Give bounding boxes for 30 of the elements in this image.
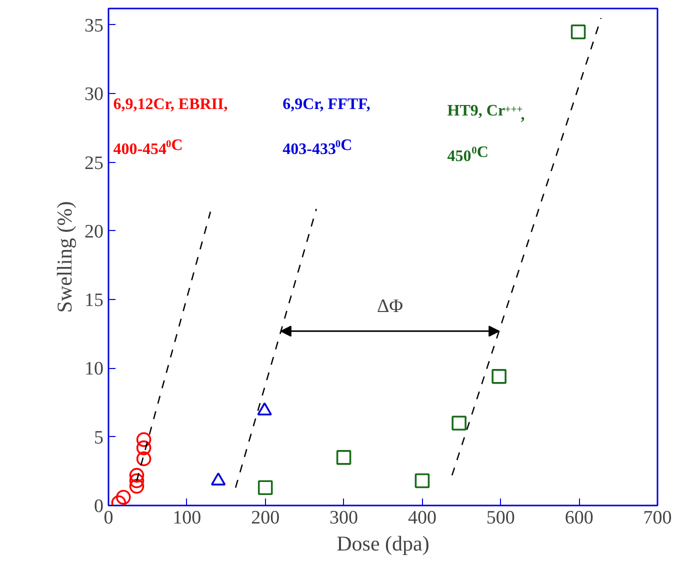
point	[129, 478, 144, 494]
annotation: ΔΦ	[376, 296, 404, 318]
x-tick-label: 500	[486, 508, 515, 528]
y-tick-label: 25	[84, 152, 104, 174]
point	[116, 490, 131, 505]
y-tick-label: 10	[84, 358, 104, 380]
y-tick-label: 5	[94, 427, 104, 448]
y-tick-label: 15	[84, 290, 104, 312]
y-tick-label: 30	[84, 84, 104, 106]
x-tick-label: 700	[643, 508, 672, 528]
x-tick-label: 400	[408, 508, 436, 528]
y-tick-label: 20	[84, 221, 104, 242]
point	[129, 473, 144, 488]
x-tick-label: 300	[330, 508, 358, 528]
point	[258, 480, 273, 496]
x-tick-label: 100	[172, 508, 202, 528]
y-axis-title: Swelling (%)	[52, 201, 76, 313]
point	[336, 450, 352, 465]
point	[136, 440, 152, 456]
point	[136, 451, 152, 466]
y-tick-label: 35	[84, 15, 104, 36]
point	[414, 473, 430, 488]
point	[570, 24, 586, 40]
point	[129, 468, 144, 483]
x-tick-label: 600	[564, 508, 594, 528]
point	[136, 432, 152, 447]
x-axis-title: Dose (dpa)	[336, 532, 430, 556]
x-tick-label: 200	[251, 508, 280, 528]
point	[452, 416, 466, 431]
point	[492, 369, 506, 384]
